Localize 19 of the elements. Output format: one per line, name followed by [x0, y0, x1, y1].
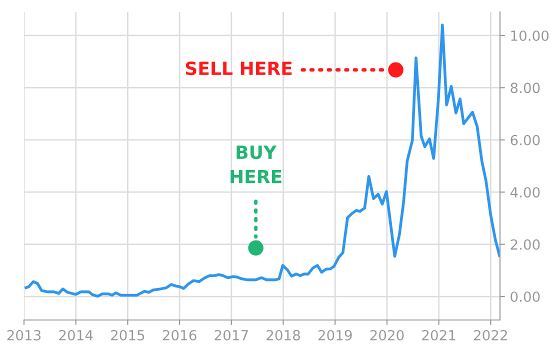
x-tick-label: 2022	[474, 330, 507, 340]
x-tick-label: 2013	[7, 330, 41, 340]
annotation: BUY HERE	[230, 146, 282, 184]
y-tick-label: 10.00	[511, 30, 549, 41]
x-tick-label: 2019	[318, 330, 352, 340]
x-tick-label: 2018	[266, 330, 300, 340]
y-tick-label: 0.00	[510, 291, 540, 302]
x-tick-label: 2021	[422, 330, 456, 340]
x-tick-label: 2015	[111, 330, 144, 340]
y-tick-label: 6.00	[510, 134, 540, 146]
line-series	[24, 24, 500, 298]
x-tick-label: 2017	[214, 330, 248, 340]
x-tick-label: 2014	[59, 330, 93, 340]
x-tick-label: 2020	[370, 330, 404, 340]
x-tick-label: 2016	[162, 330, 196, 340]
annotation: SELL HERE	[186, 61, 292, 76]
y-tick-label: 2.00	[510, 239, 540, 250]
y-tick-label: 4.00	[510, 187, 540, 198]
y-tick-label: 8.00	[510, 82, 540, 94]
